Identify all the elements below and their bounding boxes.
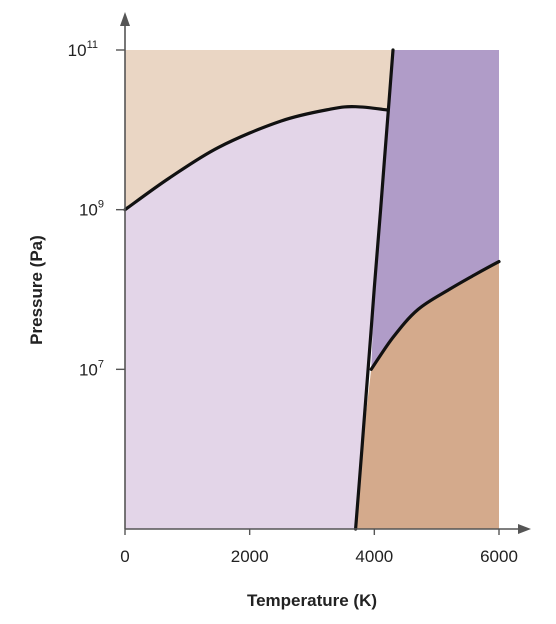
x-axis-label: Temperature (K) bbox=[247, 591, 377, 610]
region-right-middle bbox=[371, 50, 499, 370]
x-tick-label: 0 bbox=[120, 547, 129, 566]
y-axis-arrow-icon bbox=[120, 12, 130, 26]
y-tick-label: 1011 bbox=[68, 39, 98, 60]
x-axis-arrow-icon bbox=[518, 524, 531, 534]
phase-boundaries bbox=[123, 48, 501, 531]
region-lower-left bbox=[125, 106, 389, 529]
region-lower-right bbox=[355, 261, 499, 529]
x-tick-label: 6000 bbox=[480, 547, 518, 566]
y-tick-label: 107 bbox=[79, 358, 104, 379]
x-tick-label: 4000 bbox=[355, 547, 393, 566]
y-axis-label: Pressure (Pa) bbox=[27, 235, 46, 345]
phase-boundary-1 bbox=[123, 105, 389, 212]
phase-regions bbox=[125, 50, 499, 529]
y-tick-label: 109 bbox=[79, 199, 104, 220]
phase-boundary-3 bbox=[369, 260, 501, 371]
x-tick-label: 2000 bbox=[231, 547, 269, 566]
phase-boundary-2 bbox=[354, 48, 395, 531]
